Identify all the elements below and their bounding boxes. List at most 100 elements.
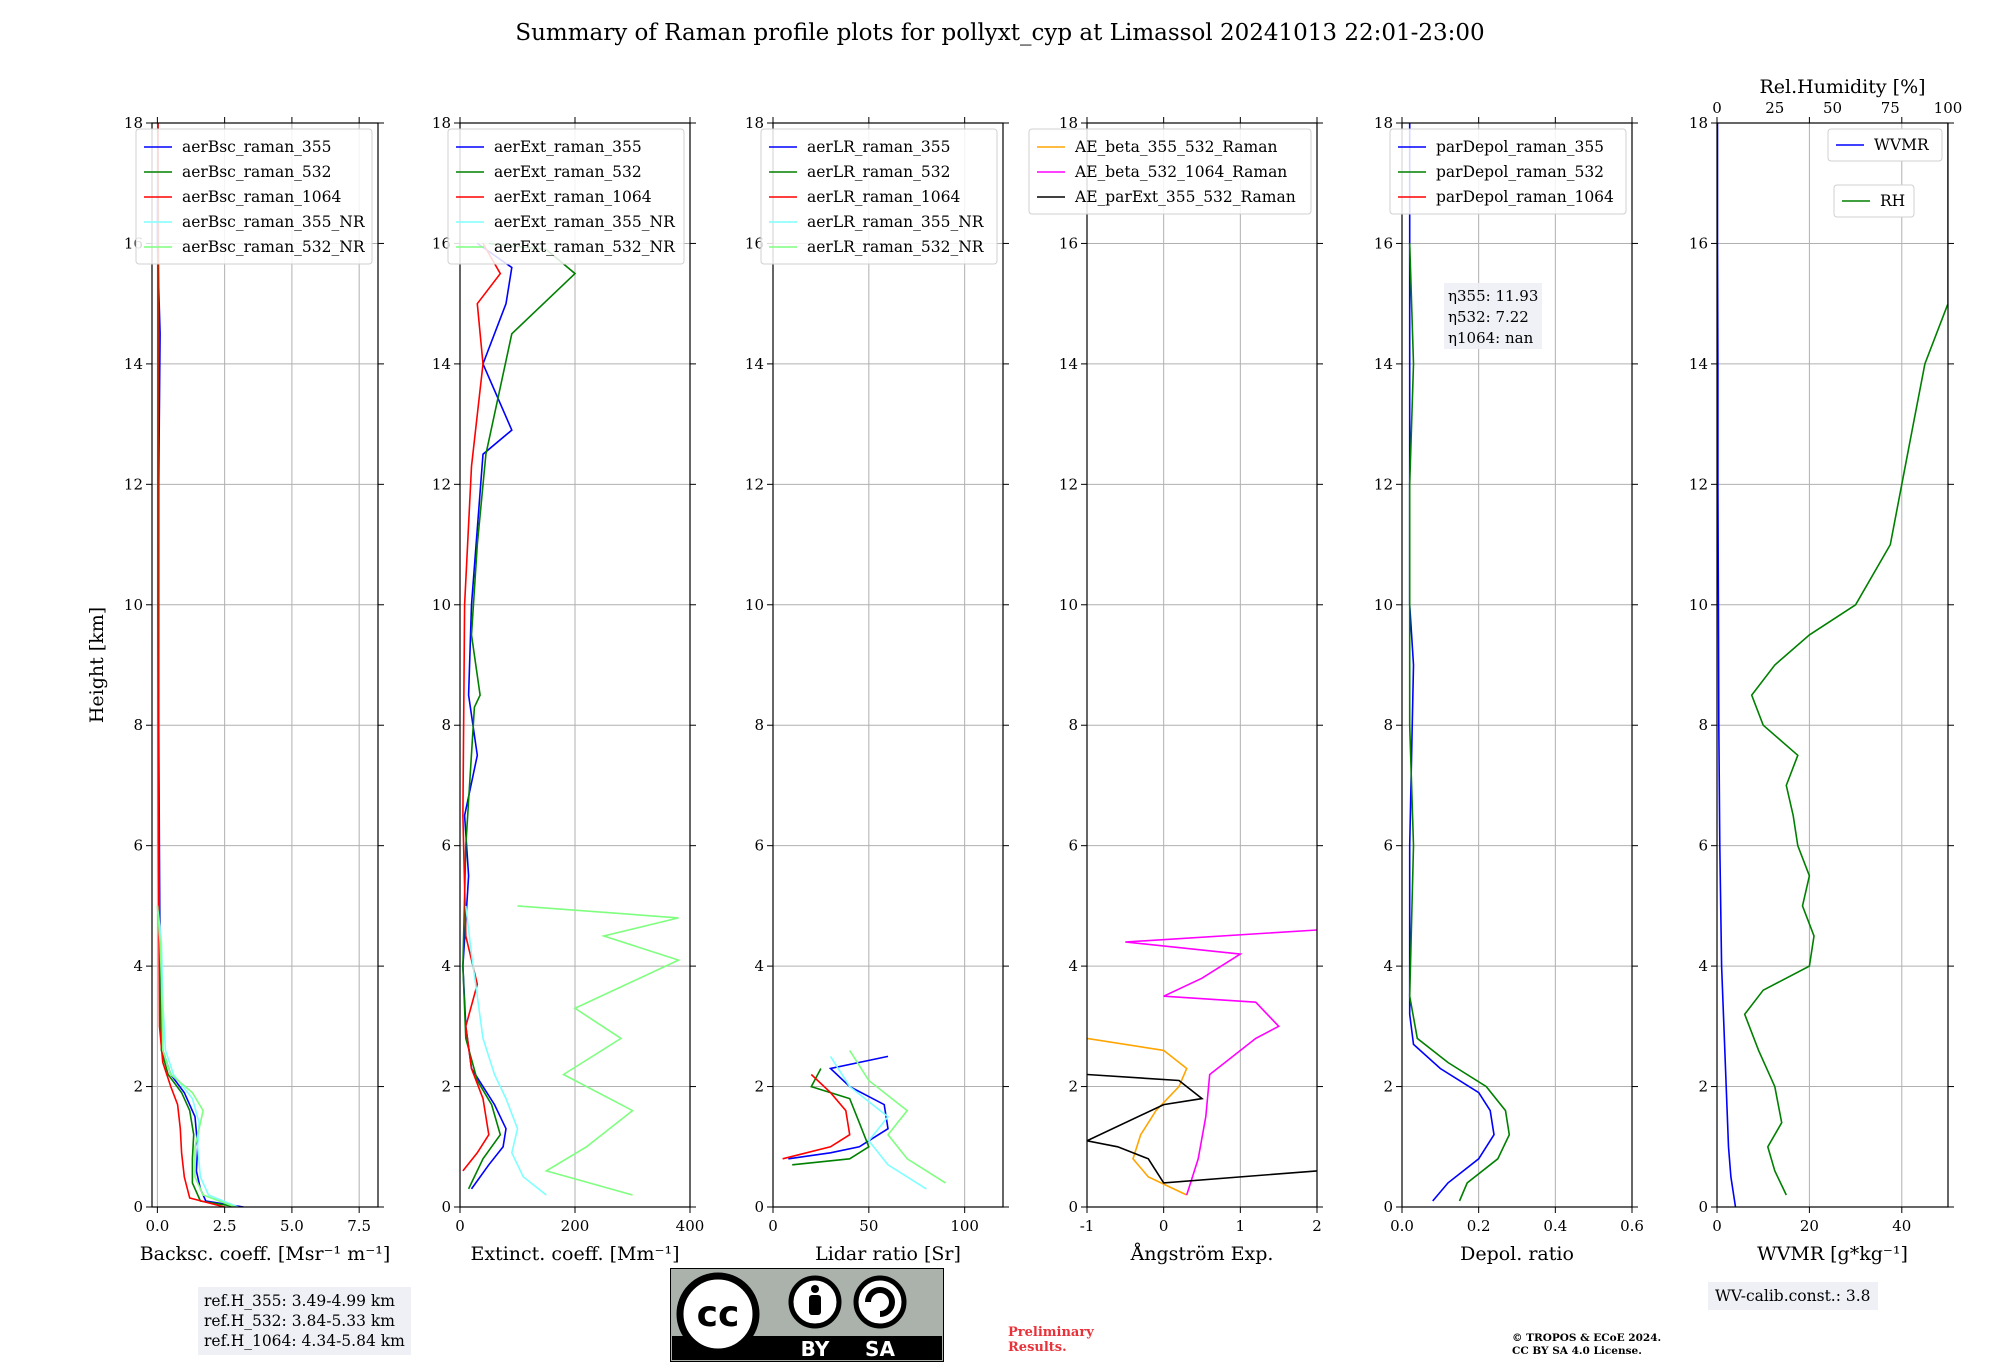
x2-tick-label: 0 [1712, 99, 1722, 117]
y-tick-label: 4 [1383, 957, 1393, 975]
y-tick-label: 6 [441, 837, 451, 855]
legend-box-wvmr [1827, 128, 1943, 162]
x2-tick-label: 100 [1934, 99, 1963, 117]
y-tick-label: 4 [754, 957, 764, 975]
legend-box [1389, 128, 1627, 215]
x-axis-label: Extinct. coeff. [Mm⁻¹] [470, 1243, 679, 1265]
axes-frame [1086, 122, 1318, 1208]
legend-entry: aerLR_raman_532_NR [807, 238, 985, 256]
y-tick-label: 18 [745, 114, 764, 132]
legend-box [1028, 128, 1312, 215]
series-line-WVMR [1717, 123, 1737, 1207]
y-tick-label: 2 [1698, 1078, 1708, 1096]
legend-entry: parDepol_raman_532 [1436, 163, 1604, 181]
y-tick-label: 6 [1698, 837, 1708, 855]
y-tick-label: 10 [1059, 596, 1078, 614]
y-tick-label: 4 [441, 957, 451, 975]
x-tick-label: 2.5 [213, 1217, 237, 1235]
y-tick-label: 10 [745, 596, 764, 614]
y-tick-label: 4 [1698, 957, 1708, 975]
x2-tick-label: 25 [1765, 99, 1784, 117]
y-tick-label: 12 [1059, 475, 1078, 493]
legend-entry: aerLR_raman_355 [807, 138, 950, 156]
x-tick-label: 7.5 [347, 1217, 371, 1235]
series-line-aerLR_raman_355_NR [829, 1055, 927, 1190]
y-tick-label: 12 [1374, 475, 1393, 493]
y-tick-label: 14 [432, 355, 451, 373]
y-tick-label: 2 [133, 1078, 143, 1096]
x-tick-label: 40 [1892, 1217, 1911, 1235]
y-tick-label: 16 [1059, 234, 1078, 252]
series-line-AE_parExt_355_532_Raman [1087, 1073, 1317, 1184]
legend-entry: AE_parExt_355_532_Raman [1074, 188, 1296, 206]
y-tick-label: 6 [1383, 837, 1393, 855]
x-tick-label: 0.4 [1543, 1217, 1567, 1235]
y-tick-label: 14 [124, 355, 143, 373]
y-tick-label: 12 [432, 475, 451, 493]
x-tick-label: 0 [455, 1217, 465, 1235]
y-tick-label: 8 [1383, 716, 1393, 734]
x-tick-label: 0.2 [1467, 1217, 1491, 1235]
x-tick-label: 0.0 [1390, 1217, 1414, 1235]
legend-entry: aerExt_raman_532_NR [494, 238, 676, 256]
x-tick-label: 1 [1236, 1217, 1246, 1235]
series-line-parDepol_raman_532 [1408, 243, 1511, 1202]
y-tick-label: 6 [1068, 837, 1078, 855]
x-axis-label: Depol. ratio [1460, 1243, 1574, 1265]
y-tick-label: 8 [441, 716, 451, 734]
y-tick-label: 14 [1689, 355, 1708, 373]
y-tick-label: 16 [432, 234, 451, 252]
x-tick-label: 100 [950, 1217, 979, 1235]
x-tick-label: 0 [1159, 1217, 1169, 1235]
x-axis-label: Ångström Exp. [1130, 1243, 1274, 1265]
y-tick-label: 6 [133, 837, 143, 855]
x2-tick-label: 50 [1823, 99, 1842, 117]
y-tick-label: 18 [1689, 114, 1708, 132]
legend-entry: aerBsc_raman_355 [182, 138, 332, 156]
ref-height-355: ref.H_355: 3.49-4.99 km [204, 1292, 395, 1310]
eta-annotation-box [1444, 283, 1542, 349]
legend-entry: AE_beta_355_532_Raman [1074, 138, 1277, 156]
x-axis-label: WVMR [g*kg⁻¹] [1757, 1243, 1908, 1265]
series-line-AE_beta_355_532_Raman [1087, 1037, 1188, 1196]
copyright-note: © TROPOS & ECoE 2024. CC BY SA 4.0 Licen… [1512, 1332, 1772, 1358]
y-tick-label: 16 [745, 234, 764, 252]
sa-label: SA [865, 1337, 895, 1361]
x-tick-label: 200 [561, 1217, 590, 1235]
y-tick-label: 6 [754, 837, 764, 855]
legend-box [447, 128, 685, 265]
y-tick-label: 0 [133, 1198, 143, 1216]
series-line-aerBsc_raman_355 [156, 123, 244, 1207]
copyright-line-2: CC BY SA 4.0 License. [1512, 1345, 1642, 1357]
y-tick-label: 0 [1383, 1198, 1393, 1216]
y-axis-label: Height [km] [86, 607, 108, 723]
legend-entry: aerBsc_raman_532 [182, 163, 332, 181]
preliminary-note: Preliminary Results. [1008, 1325, 1148, 1355]
wv-calibration-box: WV-calib.const.: 3.8 [1708, 1282, 1878, 1310]
x-tick-label: 50 [859, 1217, 878, 1235]
eta-annotation: η355: 11.93 [1448, 287, 1538, 305]
legend-entry: aerBsc_raman_355_NR [182, 213, 366, 231]
series-line-aerBsc_raman_355_NR [156, 905, 239, 1207]
series-line-parDepol_raman_355 [1408, 123, 1495, 1202]
x-tick-label: -1 [1080, 1217, 1095, 1235]
reference-heights-box: ref.H_355: 3.49-4.99 km ref.H_532: 3.84-… [198, 1287, 411, 1355]
y-tick-label: 2 [754, 1078, 764, 1096]
ref-height-1064: ref.H_1064: 4.34-5.84 km [204, 1332, 405, 1350]
x-tick-label: 20 [1800, 1217, 1819, 1235]
x-tick-label: 0 [768, 1217, 778, 1235]
axes-frame [1716, 122, 1949, 1208]
y-tick-label: 18 [1059, 114, 1078, 132]
y-tick-label: 2 [1068, 1078, 1078, 1096]
y-tick-label: 10 [432, 596, 451, 614]
series-line-aerLR_raman_1064 [782, 1073, 851, 1160]
series-line-AE_beta_532_1064_Raman [1125, 929, 1317, 1196]
series-line-aerExt_raman_355 [462, 242, 513, 1190]
ref-height-532: ref.H_532: 3.84-5.33 km [204, 1312, 395, 1330]
legend-entry: aerLR_raman_1064 [807, 188, 960, 206]
y-tick-label: 18 [432, 114, 451, 132]
legend-entry: aerLR_raman_355_NR [807, 213, 985, 231]
x-tick-label: 400 [676, 1217, 705, 1235]
